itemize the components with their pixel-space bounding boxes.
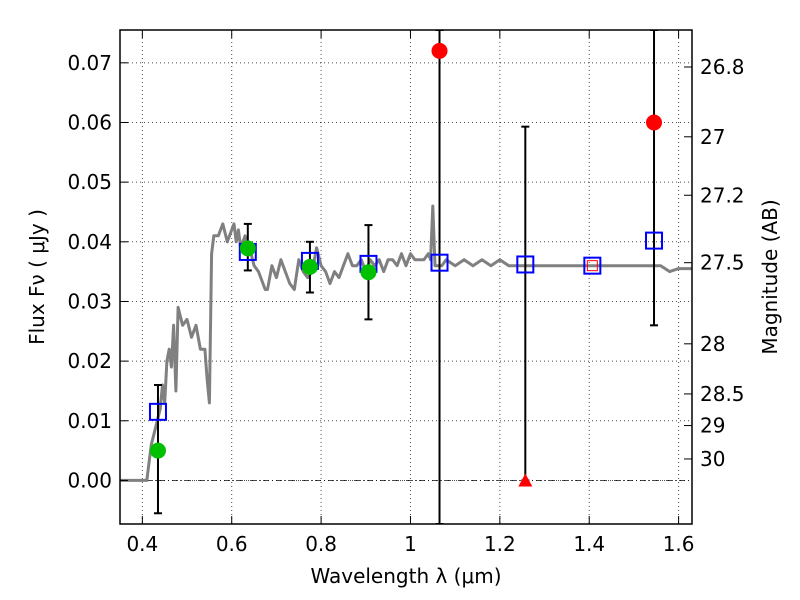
- x-tick-label: 0.4: [126, 532, 158, 556]
- model-photometry-square-6: [583, 256, 602, 275]
- model-photometry-square-0: [148, 402, 167, 421]
- observed-point-1: [239, 240, 256, 257]
- model-photometry-square-5: [516, 255, 535, 274]
- nondetection-point-0: [431, 42, 448, 59]
- model-photometry-inner-red-square: [586, 260, 598, 272]
- magnitude-tick-label: 29: [700, 414, 725, 438]
- magnitude-tick-label: 27.2: [700, 183, 745, 207]
- sed-model-line: [120, 204, 692, 482]
- magnitude-tick-label: 28.5: [700, 382, 745, 406]
- magnitude-tick-label: 28: [700, 332, 725, 356]
- y-tick-label: 0.05: [67, 170, 112, 194]
- y-tick-label: 0.07: [67, 51, 112, 75]
- magnitude-tick-label: 27: [700, 125, 725, 149]
- grid: [120, 30, 692, 524]
- observed-point-3: [360, 264, 377, 281]
- x-tick-label: 0.6: [216, 532, 248, 556]
- model-photometry-square-7: [645, 231, 664, 250]
- x-axis-title: Wavelength λ (μm): [310, 564, 501, 588]
- x-tick-label: 1: [404, 532, 417, 556]
- y-tick-label: 0.00: [67, 468, 112, 492]
- plot-area: [120, 30, 692, 524]
- plot-frame: [119, 29, 693, 525]
- y-tick-label: 0.01: [67, 409, 112, 433]
- magnitude-tick-label: 27.5: [700, 251, 745, 275]
- x-tick-label: 1.2: [484, 532, 516, 556]
- y-tick-label: 0.02: [67, 349, 112, 373]
- x-tick-label: 0.8: [305, 532, 337, 556]
- nondetection-errorbar-2: [650, 30, 659, 327]
- y-tick-label: 0.06: [67, 110, 112, 134]
- nondetection-triangle-1: [518, 473, 533, 487]
- x-tick-label: 1.6: [663, 532, 695, 556]
- right-axis-title: Magnitude (AB): [758, 199, 782, 354]
- x-tick-label: 1.4: [573, 532, 605, 556]
- nondetection-errorbar-0: [435, 30, 444, 524]
- y-axis-title: Flux Fν ( μJy ): [25, 209, 49, 345]
- observed-point-0: [149, 442, 166, 459]
- y-tick-label: 0.03: [67, 289, 112, 313]
- magnitude-tick-label: 26.8: [700, 55, 745, 79]
- observed-point-2: [301, 258, 318, 275]
- magnitude-tick-label: 30: [700, 447, 725, 471]
- nondetection-errorbar-1: [521, 125, 530, 482]
- y-tick-label: 0.04: [67, 230, 112, 254]
- model-photometry-square-4: [430, 253, 449, 272]
- nondetection-point-2: [646, 114, 663, 131]
